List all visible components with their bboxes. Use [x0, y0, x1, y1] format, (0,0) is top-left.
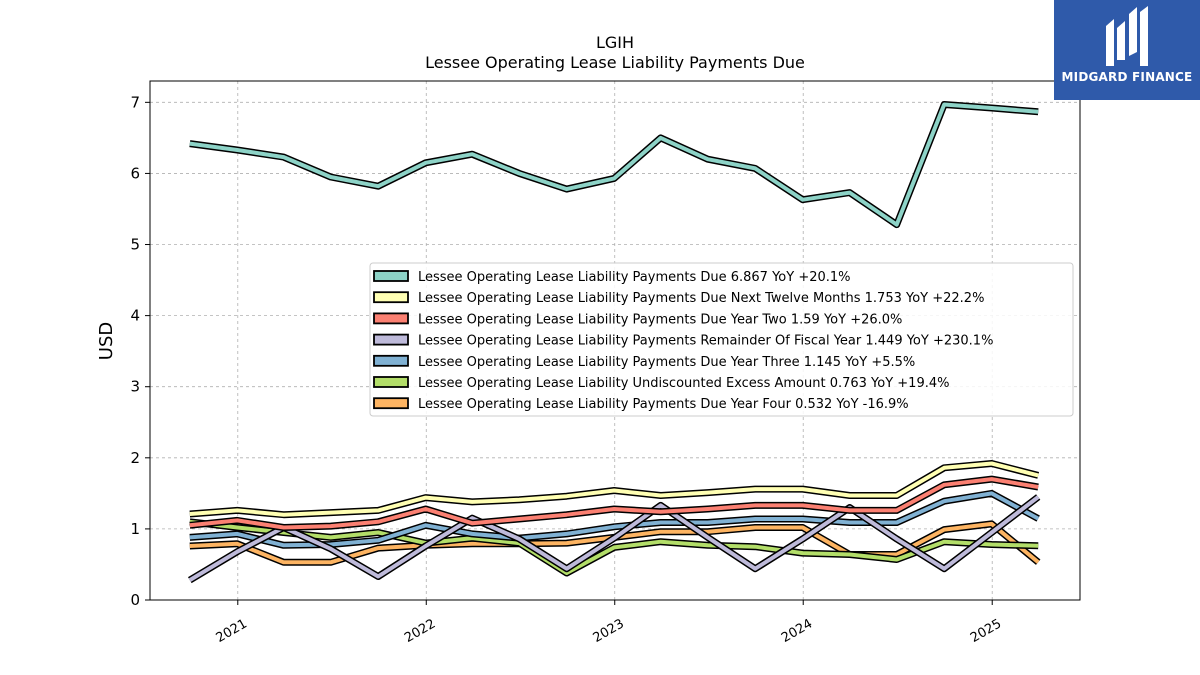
y-tick-label: 7 — [130, 93, 140, 111]
y-tick-label: 1 — [130, 520, 140, 538]
legend-swatch — [373, 354, 409, 367]
series-line-3 — [189, 475, 1039, 531]
series-layer — [188, 101, 1041, 584]
x-tick-label: 2025 — [968, 616, 1004, 646]
series-line-stroke — [189, 461, 1039, 517]
legend-box — [369, 262, 1074, 417]
y-tick-label: 4 — [130, 307, 140, 325]
legend-entry: Lessee Operating Lease Liability Payment… — [418, 334, 993, 349]
legend-swatch — [373, 312, 409, 325]
legend-entry: Lessee Operating Lease Liability Payment… — [418, 397, 909, 412]
series-line-outline — [189, 101, 1039, 229]
y-axis-label: USD — [96, 322, 117, 360]
series-line-stroke — [189, 519, 1039, 575]
legend-entry: Lessee Operating Lease Liability Payment… — [418, 355, 915, 370]
series-line-stroke — [189, 477, 1039, 530]
legend-swatch — [373, 291, 409, 304]
x-tick-label: 2023 — [591, 616, 627, 646]
chart-subtitle: Lessee Operating Lease Liability Payment… — [425, 53, 805, 72]
y-axis: 0 1 2 3 4 5 6 7 — [130, 93, 150, 609]
legend-entry: Lessee Operating Lease Liability Payment… — [418, 270, 851, 285]
series-line-5 — [189, 489, 1040, 549]
series-line-stroke — [189, 102, 1039, 227]
logo-wordmark: MIDGARD FINANCE — [1061, 70, 1193, 84]
x-tick-label: 2021 — [214, 616, 250, 646]
legend-swatch — [373, 376, 409, 388]
x-axis: 2021 2022 2023 2024 2025 — [214, 600, 1004, 646]
legend-entry: Lessee Operating Lease Liability Payment… — [418, 312, 902, 327]
x-tick-label: 2024 — [779, 616, 815, 646]
y-tick-label: 6 — [130, 164, 140, 182]
y-tick-label: 3 — [130, 378, 140, 396]
chart-title: LGIH — [596, 33, 634, 52]
x-tick-label: 2022 — [402, 616, 438, 646]
legend-swatch — [373, 397, 409, 410]
legend: Lessee Operating Lease Liability Payment… — [369, 262, 1074, 417]
y-tick-label: 2 — [130, 449, 140, 467]
midgard-logo-icon — [1106, 6, 1148, 66]
y-tick-label: 0 — [130, 591, 140, 609]
series-line-2 — [189, 460, 1040, 519]
series-line-1 — [189, 101, 1039, 229]
series-line-stroke — [189, 491, 1040, 548]
series-line-4 — [188, 494, 1041, 584]
legend-swatch — [373, 333, 409, 346]
legend-entry: Lessee Operating Lease Liability Payment… — [418, 291, 984, 306]
series-line-stroke — [188, 495, 1040, 582]
legend-entry: Lessee Operating Lease Liability Undisco… — [418, 376, 949, 391]
y-tick-label: 5 — [130, 236, 140, 254]
legend-swatch — [373, 270, 409, 282]
series-line-6 — [189, 518, 1039, 577]
midgard-finance-logo: MIDGARD FINANCE — [1054, 0, 1200, 100]
